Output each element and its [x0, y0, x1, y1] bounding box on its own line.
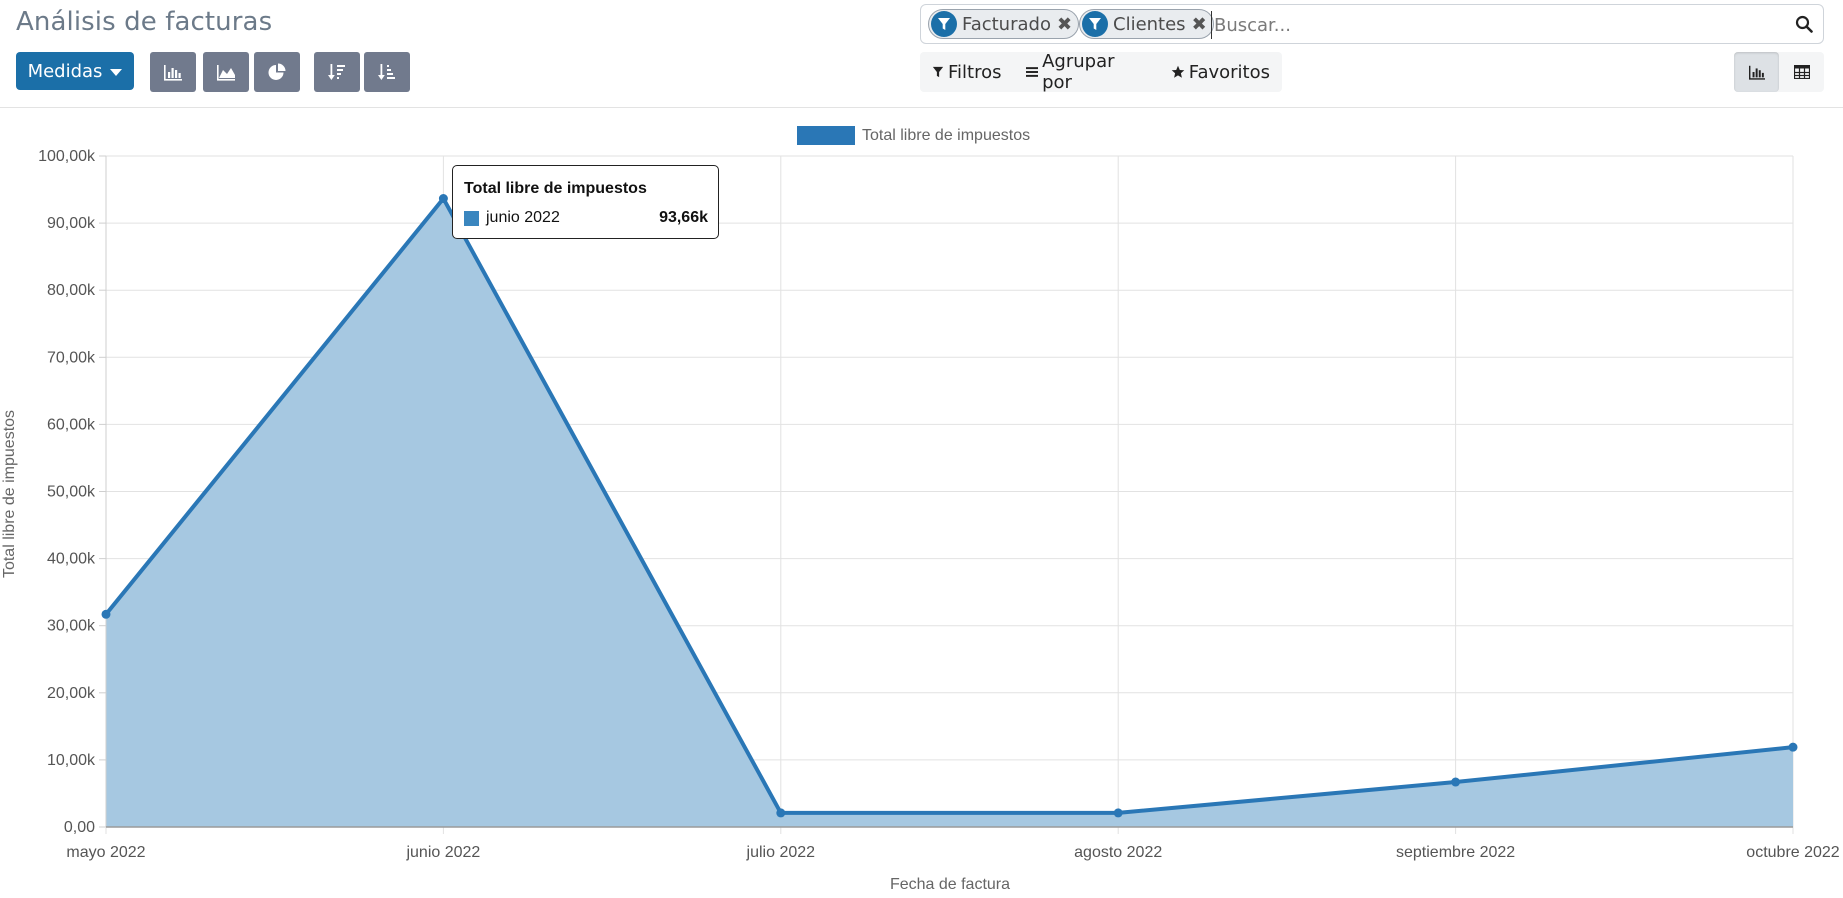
legend-swatch [797, 126, 855, 145]
graph-view-button[interactable] [1734, 52, 1779, 92]
favorites-label: Favoritos [1188, 61, 1270, 83]
x-axis-title: Fecha de factura [890, 876, 1010, 893]
bar-chart-button[interactable] [150, 52, 196, 92]
x-tick-label: junio 2022 [405, 844, 480, 861]
area-chart-button[interactable] [203, 52, 249, 92]
measures-dropdown-button[interactable]: Medidas [16, 52, 134, 90]
y-tick-label: 90,00k [47, 215, 96, 232]
sort-descending-button[interactable] [314, 52, 360, 92]
filter-bar: Filtros Agrupar por Favoritos [920, 51, 1282, 93]
filter-icon [1082, 11, 1108, 37]
data-point [101, 609, 111, 619]
sort-ascending-icon [378, 64, 395, 80]
y-tick-label: 50,00k [47, 484, 96, 501]
y-tick-label: 70,00k [47, 349, 96, 366]
tooltip-title: Total libre de impuestos [464, 180, 647, 197]
remove-facet-icon[interactable]: ✖ [1056, 13, 1073, 35]
star-icon [1171, 65, 1185, 78]
series-area [106, 198, 1793, 828]
data-point [1113, 808, 1123, 818]
x-tick-label: mayo 2022 [66, 844, 145, 861]
area-chart: 0,00 10,00k 20,00k 30,00k 40,00k 50,00k 60,00k… [1, 126, 1840, 893]
tooltip-label: junio 2022 [486, 209, 560, 226]
data-point [776, 808, 786, 818]
control-panel: Análisis de facturas Medidas [0, 0, 1843, 108]
y-tick-label: 40,00k [47, 551, 96, 568]
remove-facet-icon[interactable]: ✖ [1191, 13, 1207, 35]
pie-chart-icon [268, 63, 286, 80]
legend-label: Total libre de impuestos [862, 127, 1030, 144]
y-tick-label: 0,00 [64, 819, 95, 836]
bars-icon [1025, 67, 1039, 77]
chart-tooltip: Total libre de impuestos junio 2022 93,6… [452, 165, 719, 239]
group-by-button[interactable]: Agrupar por [1014, 51, 1159, 93]
area-chart-icon [217, 65, 235, 81]
pivot-view-button[interactable] [1779, 52, 1824, 92]
x-tick-label: septiembre 2022 [1396, 844, 1515, 861]
facet-facturado: Facturado ✖ [928, 9, 1080, 39]
filter-icon [931, 11, 957, 37]
sort-descending-icon [328, 64, 345, 80]
facet-label: Facturado [962, 13, 1051, 35]
filters-button[interactable]: Filtros [920, 52, 1014, 92]
series-line [104, 196, 1794, 815]
x-tick-label: agosto 2022 [1074, 844, 1162, 861]
filter-icon [932, 66, 944, 78]
view-switcher [1734, 52, 1824, 92]
pivot-view-icon [1793, 65, 1810, 79]
graph-view-icon [1748, 65, 1765, 80]
facet-clientes: Clientes ✖ [1079, 9, 1214, 39]
y-tick-label: 20,00k [47, 685, 96, 702]
sort-ascending-button[interactable] [364, 52, 410, 92]
search-input[interactable] [1211, 11, 1771, 39]
data-point [438, 194, 448, 204]
data-point [1788, 742, 1798, 752]
y-axis-title: Total libre de impuestos [1, 410, 18, 578]
facet-label: Clientes [1113, 13, 1186, 35]
search-icon[interactable] [1795, 15, 1813, 38]
x-tick-label: octubre 2022 [1746, 844, 1840, 861]
bar-chart-icon [164, 65, 182, 81]
caret-down-icon [110, 69, 123, 76]
search-bar: Facturado ✖ Clientes ✖ [920, 4, 1824, 44]
tooltip-swatch [464, 211, 479, 226]
tooltip-value: 93,66k [659, 209, 708, 226]
y-tick-label: 60,00k [47, 416, 96, 433]
y-tick-label: 10,00k [47, 752, 96, 769]
filters-label: Filtros [948, 61, 1002, 83]
y-tick-label: 80,00k [47, 282, 96, 299]
page-title: Análisis de facturas [16, 7, 273, 37]
y-tick-label: 30,00k [47, 618, 96, 635]
data-point [1451, 777, 1461, 787]
x-tick-label: julio 2022 [746, 844, 816, 861]
pie-chart-button[interactable] [254, 52, 300, 92]
y-tick-label: 100,00k [38, 148, 96, 165]
measures-label: Medidas [27, 60, 103, 82]
group-by-label: Agrupar por [1042, 51, 1115, 93]
favorites-button[interactable]: Favoritos [1159, 52, 1282, 92]
